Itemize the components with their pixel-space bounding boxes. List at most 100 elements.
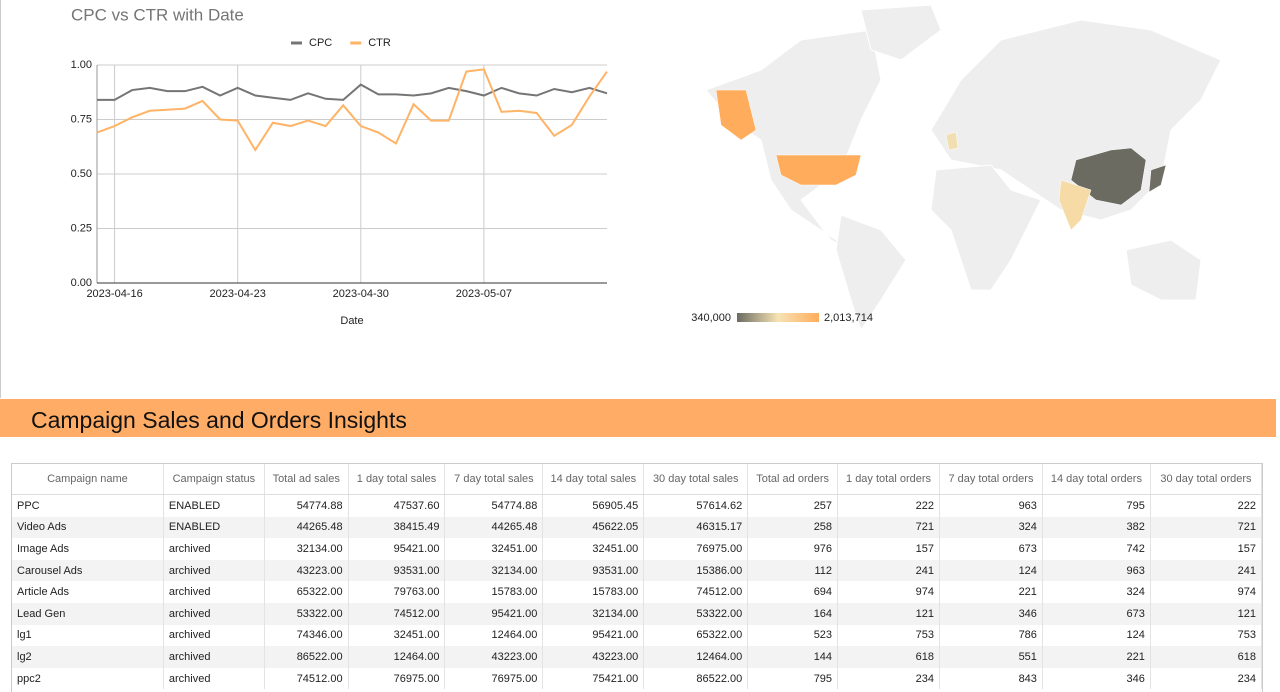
table-cell: lg2	[12, 646, 164, 668]
land	[930, 164, 1042, 291]
table-cell: 53322.00	[643, 602, 749, 625]
table-row: Carousel Ads archived 43223.00 93531.00 3213…	[12, 559, 1262, 582]
table-cell: 157	[837, 538, 940, 560]
table-cell: 43223.00	[264, 559, 349, 582]
table-cell: 258	[747, 516, 839, 539]
chart-title: CPC vs CTR with Date	[71, 5, 244, 24]
map-region	[1058, 179, 1092, 231]
table-cell: 221	[1042, 646, 1151, 668]
table-cell: 86522.00	[264, 646, 349, 668]
table-cell: 618	[1150, 646, 1262, 668]
table-cell: 46315.17	[643, 516, 749, 539]
table-cell: 79763.00	[348, 581, 446, 603]
table-cell: 551	[939, 646, 1043, 668]
table-cell: 742	[1042, 538, 1151, 560]
table-cell: 241	[837, 559, 940, 582]
table-cell: 44265.48	[264, 516, 349, 539]
table-cell: 54774.88	[444, 494, 544, 517]
table-cell: 234	[837, 667, 940, 690]
table-cell: ENABLED	[163, 494, 265, 517]
series-line	[96, 68, 608, 152]
table-cell: 124	[1042, 624, 1151, 647]
table-cell: 53322.00	[264, 602, 349, 625]
table-cell: 86522.00	[643, 667, 749, 690]
table-cell: 721	[1150, 516, 1262, 539]
table-cell: 753	[1150, 624, 1262, 647]
table-cell: 721	[837, 516, 940, 539]
column-header: 30 day total sales	[643, 464, 749, 495]
table-row: Image Ads archived 32134.00 95421.00 32451.0…	[12, 538, 1262, 560]
column-header: Total ad orders	[747, 464, 839, 495]
table-cell: Video Ads	[12, 516, 164, 539]
land	[930, 19, 1222, 221]
table-cell: 32134.00	[444, 559, 544, 582]
table-cell: 157	[1150, 538, 1262, 560]
table-cell: 32134.00	[264, 538, 349, 560]
map-region	[715, 89, 862, 186]
table-cell: lg1	[12, 624, 164, 647]
map-region	[945, 131, 959, 151]
table-cell: 43223.00	[444, 646, 544, 668]
table-cell: 786	[939, 624, 1043, 647]
table-cell: Carousel Ads	[12, 559, 164, 582]
y-tick-label: 0.25	[71, 222, 92, 234]
table-cell: archived	[163, 559, 265, 582]
table-cell: 222	[837, 494, 940, 517]
table-cell: 95421.00	[348, 538, 446, 560]
land	[1125, 239, 1202, 301]
table-cell: 324	[939, 516, 1043, 539]
table-cell: 12464.00	[643, 646, 749, 668]
table-row: ppc2 archived 74512.00 76975.00 76975.00 7542…	[12, 667, 1262, 690]
table-cell: 963	[1042, 559, 1151, 582]
table-cell: Image Ads	[12, 538, 164, 560]
table-cell: 382	[1042, 516, 1151, 539]
map-region	[1148, 164, 1167, 193]
table-cell: 976	[747, 538, 839, 560]
world-map	[705, 4, 1222, 332]
y-tick-label: 0.00	[71, 277, 92, 289]
table-cell: ppc2	[12, 667, 164, 690]
table-cell: 221	[939, 581, 1043, 603]
y-tick-label: 0.75	[71, 113, 92, 125]
x-axis-label: Date	[340, 315, 363, 327]
table-cell: 74346.00	[264, 624, 349, 647]
table-cell: 47537.60	[348, 494, 446, 517]
color-scale	[737, 313, 819, 322]
column-header: 1 day total orders	[837, 464, 940, 495]
column-header: Campaign name	[12, 464, 164, 495]
x-tick-label: 2023-04-23	[210, 288, 266, 300]
table-cell: 795	[747, 667, 839, 690]
column-header: 14 day total sales	[542, 464, 645, 495]
table-cell: 76975.00	[348, 667, 446, 690]
table-cell: 121	[837, 602, 940, 625]
table-cell: 795	[1042, 494, 1151, 517]
table-cell: Lead Gen	[12, 602, 164, 625]
table-cell: 222	[1150, 494, 1262, 517]
table-cell: archived	[163, 667, 265, 690]
table-cell: 76975.00	[444, 667, 544, 690]
table-cell: 32451.00	[444, 538, 544, 560]
table-row: PPC ENABLED 54774.88 47537.60 54774.88 56905.…	[12, 494, 1262, 517]
table-cell: 54774.88	[264, 494, 349, 517]
column-header: 14 day total orders	[1042, 464, 1151, 495]
column-header: 1 day total sales	[348, 464, 446, 495]
land	[705, 29, 882, 251]
table-cell: 15783.00	[542, 581, 645, 603]
table-cell: 241	[1150, 559, 1262, 582]
table-row: Lead Gen archived 53322.00 74512.00 95421.00…	[12, 602, 1262, 625]
x-tick-label: 2023-05-07	[456, 288, 512, 300]
table-cell: 618	[837, 646, 940, 668]
table-cell: archived	[163, 538, 265, 560]
color-max-label: 2,013,714	[824, 312, 873, 324]
table-cell: 523	[747, 624, 839, 647]
y-tick-label: 1.00	[71, 59, 92, 71]
legend-label: CTR	[368, 37, 391, 49]
table-cell: 32451.00	[542, 538, 645, 560]
table-cell: 15386.00	[643, 559, 749, 582]
table-cell: 164	[747, 602, 839, 625]
table-cell: PPC	[12, 494, 164, 517]
table-cell: 963	[939, 494, 1043, 517]
table-cell: 12464.00	[444, 624, 544, 647]
table-cell: 43223.00	[542, 646, 645, 668]
